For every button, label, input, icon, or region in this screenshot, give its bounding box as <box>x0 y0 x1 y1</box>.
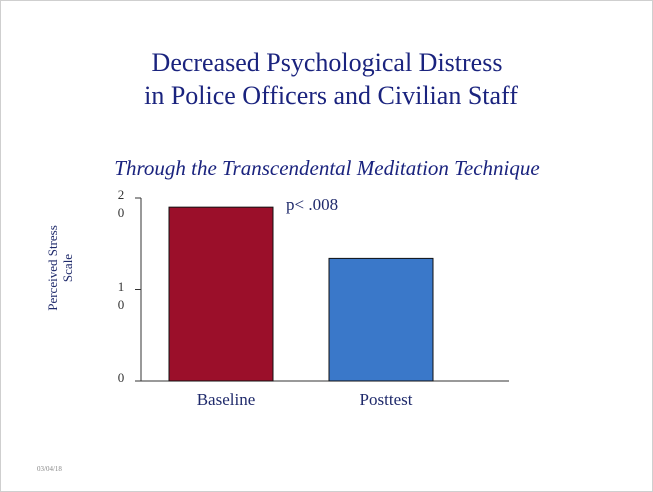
y-axis-label: Perceived Stress Scale <box>45 225 75 311</box>
chart-title: in Police Officers and Civilian Staff <box>144 81 518 110</box>
y-tick-label: 0 <box>117 370 125 385</box>
annotation: p< .008 <box>286 195 338 214</box>
bar <box>328 257 434 382</box>
bar <box>168 206 274 382</box>
y-tick-label: 10 <box>117 278 125 312</box>
x-tick-label: Posttest <box>360 390 413 409</box>
x-tick-label: Baseline <box>197 390 256 409</box>
chart-subtitle: Through the Transcendental Meditation Te… <box>114 156 539 180</box>
y-tick-label: 20 <box>117 187 125 220</box>
footer-date: 03/04/18 <box>37 465 62 473</box>
chart-title: Decreased Psychological Distress <box>152 48 503 77</box>
